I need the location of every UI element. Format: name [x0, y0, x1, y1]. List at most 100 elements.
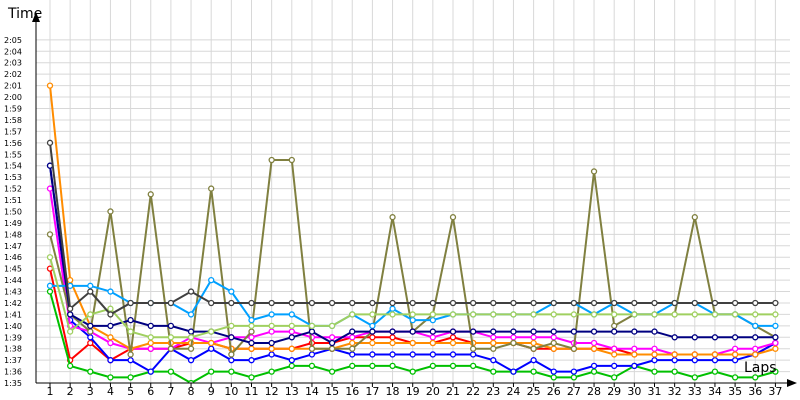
data-point: [228, 357, 235, 364]
data-point: [651, 351, 658, 358]
x-tick-label: 23: [486, 385, 500, 398]
data-point: [268, 368, 275, 375]
y-tick-label: 1:36: [4, 368, 22, 377]
data-point: [208, 276, 215, 284]
data-point: [308, 345, 316, 352]
data-point: [349, 351, 356, 358]
data-point: [510, 339, 517, 347]
data-point: [550, 368, 557, 375]
data-point: [651, 328, 658, 335]
data-point: [67, 305, 74, 312]
data-point: [611, 299, 618, 307]
data-point: [328, 368, 336, 375]
data-point: [248, 316, 255, 324]
x-axis-title: Laps: [744, 360, 777, 376]
data-point: [107, 311, 114, 318]
data-point: [752, 374, 759, 381]
x-tick-label: 13: [285, 385, 299, 398]
y-tick-label: 1:47: [4, 242, 22, 251]
data-point: [127, 374, 134, 381]
data-point: [107, 322, 114, 330]
data-point: [389, 328, 396, 335]
y-tick-label: 2:02: [4, 70, 22, 79]
data-point: [248, 328, 255, 335]
x-tick-label: 31: [648, 385, 662, 398]
data-point: [711, 311, 719, 318]
data-point: [349, 362, 356, 370]
data-point: [429, 351, 437, 358]
data-point: [631, 328, 638, 335]
data-point: [208, 328, 215, 335]
data-point: [228, 299, 235, 307]
data-point: [187, 288, 195, 295]
data-point: [731, 311, 739, 318]
data-point: [46, 139, 54, 146]
data-point: [328, 339, 336, 347]
data-point: [752, 322, 759, 330]
data-point: [208, 185, 215, 192]
data-point: [711, 368, 719, 375]
data-point: [550, 299, 557, 307]
data-point: [671, 311, 678, 318]
y-tick-label: 1:54: [4, 162, 22, 171]
data-point: [369, 362, 376, 370]
y-tick-label: 1:58: [4, 116, 22, 125]
data-point: [530, 357, 537, 364]
data-point: [590, 168, 598, 175]
y-tick-label: 2:01: [4, 82, 22, 91]
y-tick-label: 1:41: [4, 310, 22, 319]
data-point: [530, 311, 537, 318]
data-point: [228, 322, 235, 330]
data-point: [127, 316, 134, 324]
x-tick-label: 1: [47, 385, 54, 398]
series-9: [46, 254, 779, 341]
data-point: [167, 322, 175, 330]
data-point: [389, 334, 396, 341]
x-tick-label: 6: [147, 385, 154, 398]
data-point: [369, 311, 376, 318]
data-point: [369, 299, 376, 307]
data-point: [611, 328, 618, 335]
x-tick-label: 28: [587, 385, 601, 398]
x-tick-label: 19: [406, 385, 420, 398]
data-point: [349, 339, 356, 347]
data-point: [107, 305, 114, 312]
data-point: [651, 345, 658, 352]
data-point: [570, 299, 578, 307]
x-tick-label: 7: [167, 385, 174, 398]
data-point: [389, 305, 396, 312]
data-point: [389, 339, 396, 347]
data-point: [187, 334, 195, 341]
data-point: [409, 299, 416, 307]
y-tick-label: 1:57: [4, 127, 22, 136]
data-point: [107, 357, 114, 364]
data-point: [590, 311, 598, 318]
data-point: [429, 362, 437, 370]
data-point: [67, 311, 74, 318]
data-point: [147, 339, 154, 347]
data-point: [671, 334, 678, 341]
data-point: [752, 351, 759, 358]
data-point: [651, 357, 658, 364]
data-point: [288, 357, 295, 364]
data-point: [691, 374, 698, 381]
data-point: [208, 368, 215, 375]
data-point: [611, 374, 618, 381]
data-point: [469, 362, 477, 370]
y-tick-label: 2:05: [4, 36, 22, 45]
data-point: [288, 322, 295, 330]
data-point: [288, 334, 295, 341]
data-point: [429, 299, 437, 307]
data-point: [308, 322, 316, 330]
data-point: [208, 299, 215, 307]
data-point: [611, 351, 618, 358]
data-point: [87, 368, 94, 375]
data-point: [772, 345, 779, 352]
axes: [32, 12, 797, 387]
data-point: [349, 311, 356, 318]
data-point: [530, 368, 537, 375]
data-point: [288, 328, 295, 335]
data-point: [187, 328, 195, 335]
x-tick-label: 4: [107, 385, 114, 398]
